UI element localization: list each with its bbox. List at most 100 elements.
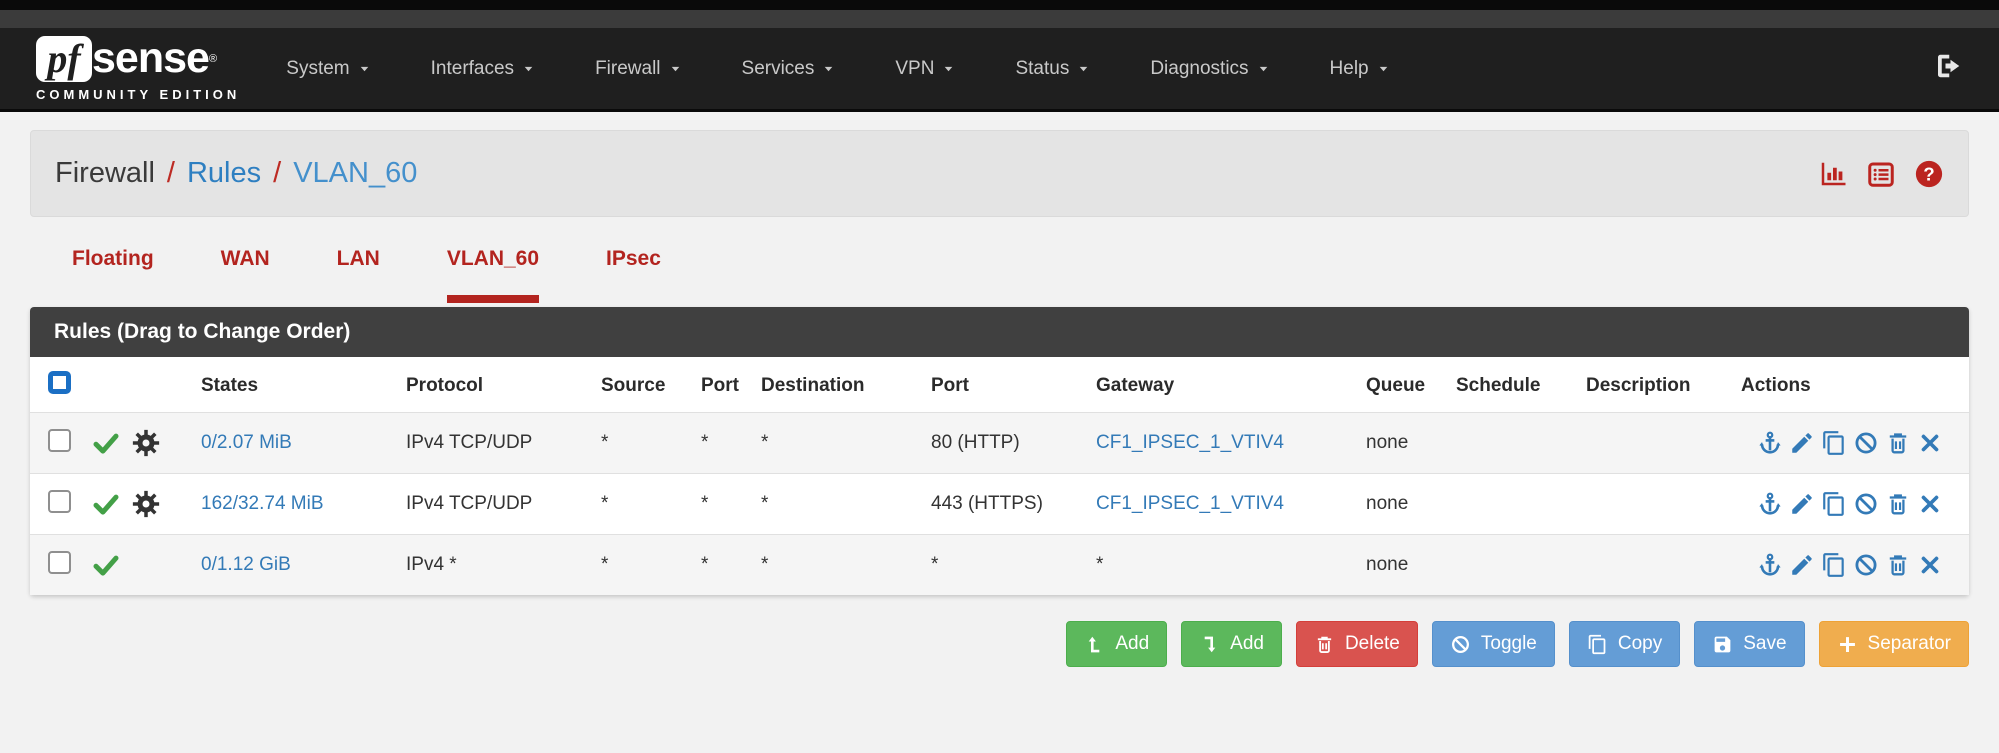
copy-icon[interactable] (1821, 430, 1847, 456)
gateway-link[interactable]: CF1_IPSEC_1_VTIV4 (1096, 493, 1284, 514)
dest-port-cell: * (931, 554, 939, 575)
tab-lan[interactable]: LAN (336, 247, 380, 270)
chevron-down-icon (358, 62, 371, 75)
nav-item-firewall[interactable]: Firewall (595, 58, 681, 80)
close-icon[interactable] (1917, 491, 1943, 517)
chevron-down-icon (522, 62, 535, 75)
add-rule-top-button[interactable]: Add (1066, 621, 1168, 667)
toggle-button[interactable]: Toggle (1431, 621, 1555, 667)
source-port-cell: * (701, 493, 709, 514)
rule-row-3[interactable]: 0/1.12 GiB IPv4 * * * * * * none (30, 534, 1969, 595)
anchor-icon[interactable] (1757, 491, 1783, 517)
close-icon[interactable] (1917, 552, 1943, 578)
col-protocol: Protocol (406, 374, 484, 396)
col-actions: Actions (1741, 374, 1811, 396)
save-button[interactable]: Save (1694, 621, 1805, 667)
destination-cell: * (761, 432, 769, 453)
sign-out-icon[interactable] (1933, 51, 1963, 86)
help-icon[interactable] (1914, 159, 1944, 189)
schedule-cell (1450, 474, 1580, 535)
chevron-down-icon (822, 62, 835, 75)
chevron-down-icon (1377, 62, 1390, 75)
breadcrumb-rules-link[interactable]: Rules (186, 157, 262, 189)
col-source: Source (601, 374, 666, 396)
breadcrumb-vlan60-link[interactable]: VLAN_60 (293, 157, 418, 189)
tab-floating[interactable]: Floating (72, 247, 154, 270)
source-cell: * (601, 432, 609, 453)
trash-icon[interactable] (1885, 491, 1911, 517)
source-cell: * (601, 493, 609, 514)
nav-item-vpn[interactable]: VPN (895, 58, 955, 80)
row-checkbox[interactable] (48, 489, 71, 513)
table-header-row: States Protocol Source Port Destination … (30, 357, 1969, 413)
nav-menu: System Interfaces Firewall Services VPN … (286, 58, 1389, 80)
nav-item-diagnostics[interactable]: Diagnostics (1150, 58, 1269, 80)
nav-item-interfaces[interactable]: Interfaces (431, 58, 535, 80)
separator-button[interactable]: Separator (1818, 621, 1969, 667)
row-checkbox[interactable] (48, 550, 71, 574)
delete-button[interactable]: Delete (1295, 621, 1418, 667)
copy-icon[interactable] (1821, 552, 1847, 578)
rules-table: States Protocol Source Port Destination … (30, 357, 1969, 595)
nav-item-help[interactable]: Help (1330, 58, 1390, 80)
trash-icon[interactable] (1885, 552, 1911, 578)
pf-logo-box: pf (36, 35, 92, 82)
list-alt-icon[interactable] (1866, 159, 1896, 189)
rule-row-1[interactable]: 0/2.07 MiB IPv4 TCP/UDP * * * 80 (HTTP) … (30, 412, 1969, 474)
registered-mark: ® (208, 52, 218, 65)
anchor-icon[interactable] (1757, 430, 1783, 456)
states-link[interactable]: 0/1.12 GiB (201, 554, 291, 575)
nav-item-system[interactable]: System (286, 58, 370, 80)
copy-button[interactable]: Copy (1568, 621, 1681, 667)
gateway-link[interactable]: CF1_IPSEC_1_VTIV4 (1096, 432, 1284, 453)
select-all-checkbox[interactable] (48, 371, 71, 394)
queue-cell: none (1366, 493, 1409, 514)
rule-row-2[interactable]: 162/32.74 MiB IPv4 TCP/UDP * * * 443 (HT… (30, 473, 1969, 535)
nav-item-status[interactable]: Status (1015, 58, 1090, 80)
pass-check-icon (91, 428, 121, 458)
ban-icon[interactable] (1853, 430, 1879, 456)
trash-icon[interactable] (1885, 430, 1911, 456)
copy-icon[interactable] (1821, 491, 1847, 517)
source-port-cell: * (701, 554, 709, 575)
tab-vlan60[interactable]: VLAN_60 (446, 247, 540, 303)
source-port-cell: * (701, 432, 709, 453)
ban-icon[interactable] (1853, 552, 1879, 578)
anchor-icon[interactable] (1757, 552, 1783, 578)
protocol-cell: IPv4 * (406, 554, 457, 575)
col-schedule: Schedule (1456, 374, 1541, 396)
top-strip (0, 0, 1999, 10)
dest-port-cell: 80 (HTTP) (931, 432, 1020, 453)
bar-chart-icon[interactable] (1818, 159, 1848, 189)
interface-tabs: Floating WAN LAN VLAN_60 IPsec (72, 247, 1999, 303)
chevron-down-icon (1257, 62, 1270, 75)
col-destination: Destination (761, 374, 865, 396)
tab-ipsec[interactable]: IPsec (606, 247, 661, 270)
level-down-icon (1199, 634, 1220, 655)
ban-icon[interactable] (1853, 491, 1879, 517)
states-link[interactable]: 0/2.07 MiB (201, 432, 292, 453)
top-strip-light (0, 10, 1999, 28)
breadcrumb-firewall: Firewall (55, 157, 155, 189)
advanced-gear-icon (131, 489, 161, 519)
row-checkbox[interactable] (48, 428, 71, 452)
add-rule-bottom-button[interactable]: Add (1181, 621, 1282, 667)
pencil-icon[interactable] (1789, 552, 1815, 578)
pencil-icon[interactable] (1789, 491, 1815, 517)
breadcrumb-panel: Firewall / Rules / VLAN_60 (30, 130, 1969, 217)
tab-wan[interactable]: WAN (220, 247, 270, 270)
nav-item-services[interactable]: Services (742, 58, 836, 80)
pass-check-icon (91, 550, 121, 580)
states-link[interactable]: 162/32.74 MiB (201, 493, 324, 514)
level-up-icon (1084, 634, 1105, 655)
pencil-icon[interactable] (1789, 430, 1815, 456)
breadcrumb: Firewall / Rules / VLAN_60 (55, 157, 417, 190)
chevron-down-icon (1077, 62, 1090, 75)
close-icon[interactable] (1917, 430, 1943, 456)
panel-title: Rules (Drag to Change Order) (30, 307, 1969, 357)
pfsense-logo[interactable]: pf sense ® COMMUNITY EDITION (36, 35, 240, 102)
col-source-port: Port (701, 374, 739, 396)
source-cell: * (601, 554, 609, 575)
protocol-cell: IPv4 TCP/UDP (406, 432, 533, 453)
dest-port-cell: 443 (HTTPS) (931, 493, 1043, 514)
